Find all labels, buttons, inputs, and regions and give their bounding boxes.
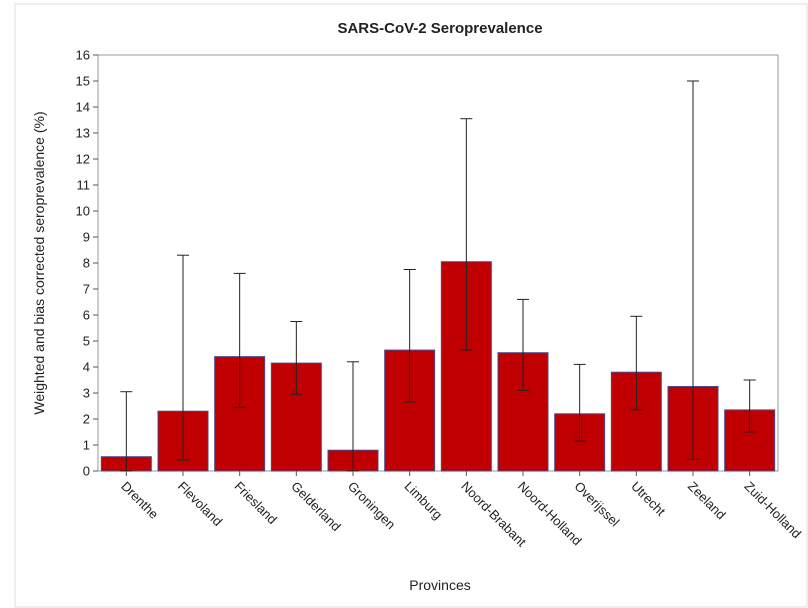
y-tick-label: 13 bbox=[76, 126, 90, 141]
y-tick-label: 4 bbox=[83, 360, 90, 375]
y-tick-label: 8 bbox=[83, 256, 90, 271]
y-tick-label: 2 bbox=[83, 412, 90, 427]
y-tick-label: 3 bbox=[83, 386, 90, 401]
y-tick-label: 14 bbox=[76, 100, 90, 115]
y-tick-label: 7 bbox=[83, 282, 90, 297]
y-tick-label: 15 bbox=[76, 74, 90, 89]
y-tick-label: 0 bbox=[83, 464, 90, 479]
chart-title: SARS-CoV-2 Seroprevalence bbox=[337, 20, 542, 37]
y-tick-label: 16 bbox=[76, 48, 90, 63]
chart-frame bbox=[14, 3, 808, 608]
y-tick-label: 11 bbox=[77, 178, 91, 193]
y-tick-label: 6 bbox=[83, 308, 90, 323]
y-tick-label: 5 bbox=[83, 334, 90, 349]
y-tick-label: 1 bbox=[83, 438, 90, 453]
y-tick-label: 10 bbox=[76, 204, 90, 219]
y-tick-label: 9 bbox=[83, 230, 90, 245]
x-axis-label: Provinces bbox=[409, 577, 470, 593]
y-tick-label: 12 bbox=[76, 152, 90, 167]
y-axis-label: Weighted and bias corrected seroprevalen… bbox=[31, 111, 47, 414]
